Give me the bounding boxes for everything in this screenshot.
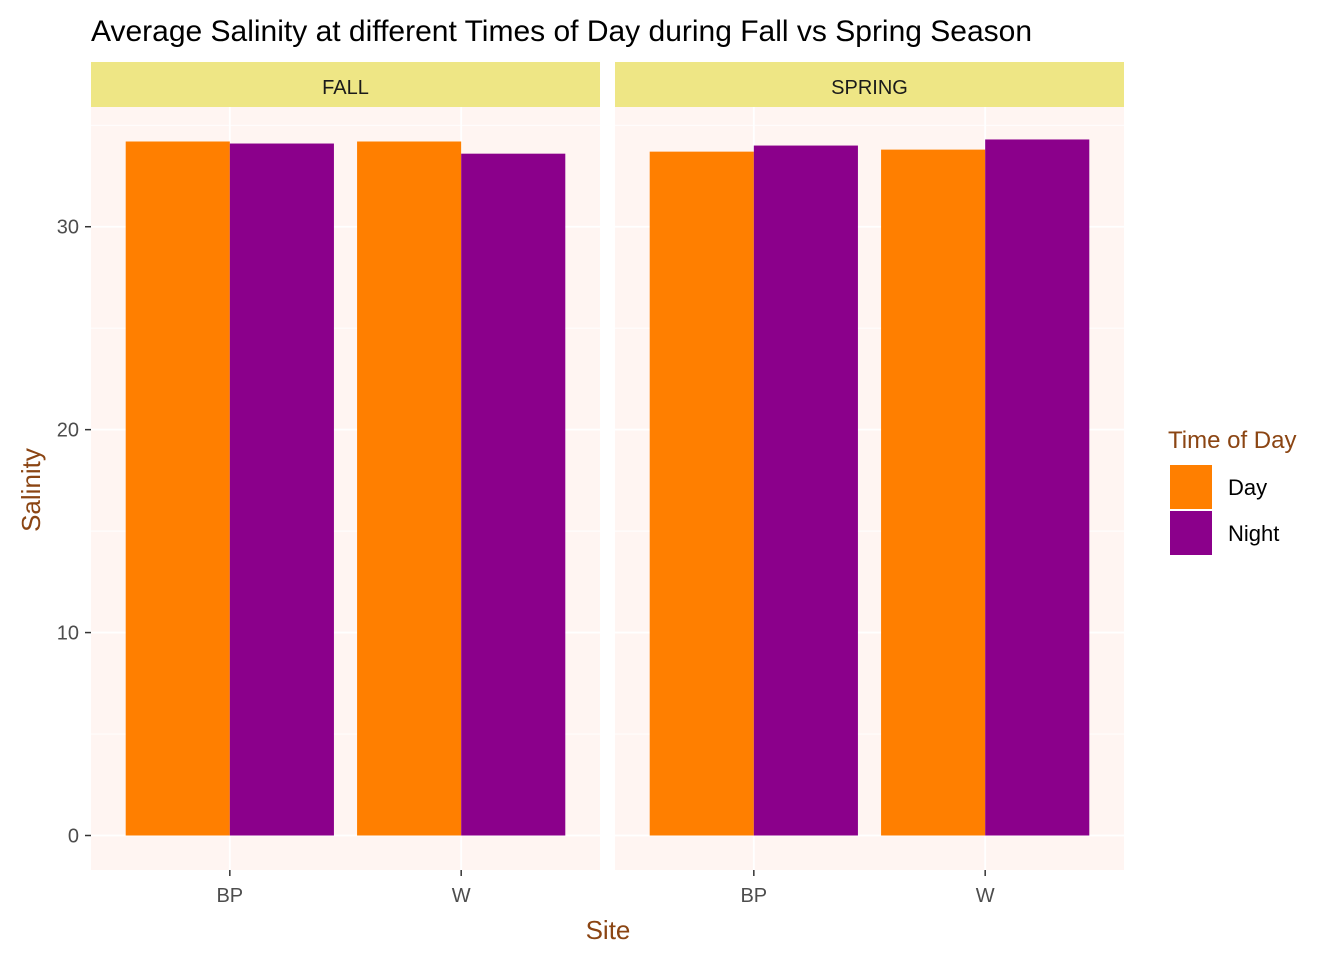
facet-label: SPRING <box>831 77 908 99</box>
facets-layer: FALL BP W SPRING BP W 0 10 20 30 <box>57 62 1124 907</box>
x-tick-label: BP <box>216 885 243 907</box>
y-tick-label: 0 <box>68 826 79 848</box>
bar <box>229 143 334 836</box>
bar <box>649 151 754 836</box>
y-axis-title: Salinity <box>16 448 46 532</box>
y-tick-label: 10 <box>57 623 79 645</box>
facet-strip <box>91 62 600 107</box>
legend-label-day: Day <box>1228 475 1267 500</box>
x-tick-label: W <box>452 885 471 907</box>
bar <box>753 145 858 836</box>
legend-label-night: Night <box>1228 521 1279 546</box>
bar <box>881 149 986 836</box>
x-tick-label: BP <box>740 885 767 907</box>
bar <box>125 141 230 836</box>
x-axis-title: Site <box>586 915 631 945</box>
bar <box>461 153 566 836</box>
facet-strip <box>615 62 1124 107</box>
legend-title: Time of Day <box>1168 427 1296 454</box>
chart-title: Average Salinity at different Times of D… <box>91 15 1032 48</box>
legend-swatch-night <box>1170 511 1212 555</box>
y-tick-label: 20 <box>57 420 79 442</box>
legend-swatch-day <box>1170 465 1212 509</box>
legend: Time of Day Day Night <box>1168 427 1296 555</box>
y-tick-label: 30 <box>57 217 79 239</box>
x-tick-label: W <box>976 885 995 907</box>
bar <box>357 141 462 836</box>
facet-label: FALL <box>322 77 369 99</box>
bar <box>985 139 1090 836</box>
